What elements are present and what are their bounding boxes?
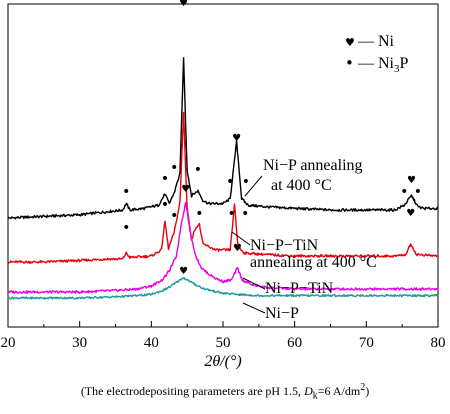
annotation-label2-line-1: Ni−P−TiN [250,237,319,254]
caption-sup: 2 [360,382,366,393]
series-line-4 [7,277,439,300]
ni3p-peak-marker: • [242,174,250,190]
ni3p-peak-marker: • [122,184,130,200]
legend-suffix: P [400,55,409,72]
x-tick-label-50: 50 [216,335,231,351]
series-line-2 [7,111,439,264]
ni3p-peak-marker: • [241,206,249,222]
ni3p-peak-marker: • [414,184,422,200]
series-line-3 [7,201,439,294]
ni-peak-marker: ♥ [232,133,241,144]
legend-entry-label: — Ni3P [357,55,409,75]
peak-markers: •••♥••♥••♥•••• • • • ♥♥♥♥ [122,0,422,277]
annotation-label2-line-2: annealing at 400 °C [250,254,377,271]
legend-dash: — [357,33,378,50]
caption-dk: D [304,384,313,398]
plot-frame [7,3,439,328]
ni3p-peak-marker: • [122,220,130,236]
ni3p-peak-marker: • [226,174,234,190]
ni3p-peak-marker: • [194,162,202,178]
legend-dash: — [357,55,378,72]
x-axis-tick-labels: 20 30 40 50 60 70 80 [1,335,446,351]
ni3p-peak-marker: • [161,197,169,213]
ni-peak-marker: ♥ [179,266,188,277]
ni-peak-marker: ♥ [181,184,190,195]
ni3p-peak-marker: • [195,206,203,222]
caption-mid: =6 A/dm [317,384,361,398]
legend-subscript: 3 [394,63,400,75]
caption-prefix: (The electrodepositing parameters are pH… [80,384,305,398]
legend-label: Ni [378,55,395,72]
caption-suffix: ) [365,384,370,398]
annotation-label3-line-1: Ni−P−TiN [265,280,334,297]
ni3p-peak-marker: • [170,208,178,224]
series-lines [7,57,439,300]
x-axis-ticks [7,321,439,327]
x-tick-label-40: 40 [144,335,159,351]
legend: ♥ — Ni• — Ni3P [345,33,409,75]
ni-peak-marker: ♥ [179,0,188,9]
x-axis-label: 2θ/(°) [204,353,241,370]
annotation-label1-line-1: Ni−P annealing [263,157,363,174]
ni-peak-marker: ♥ [406,208,415,219]
x-tick-label-70: 70 [359,335,374,351]
legend-entry-label: — Ni [357,33,395,50]
figure-caption: (The electrodepositing parameters are pH… [0,382,450,401]
caption-dk-sub: k [312,390,318,402]
annotation-leader [242,277,266,290]
series-line-1 [7,57,439,220]
ni-peak-marker: ♥ [233,243,242,254]
annotation-leader [242,302,266,314]
annotation-label4-line-1: Ni−P [265,305,299,322]
xrd-chart: 20 30 40 50 60 70 80 •••♥••♥••♥•••• • • • ♥♥♥♥ Ni−… [1,0,446,370]
annotation-leader [231,231,251,246]
ni-peak-marker: ♥ [407,175,416,186]
ni3p-peak-marker: • [227,206,235,222]
legend-ni3p-symbol: • [345,54,354,72]
annotation-leader [244,175,263,197]
x-tick-label-80: 80 [431,335,446,351]
ni3p-peak-marker: • [400,184,408,200]
x-tick-label-60: 60 [287,335,302,351]
x-tick-label-30: 30 [72,335,87,351]
ni3p-peak-marker: • [170,160,178,176]
x-tick-label-20: 20 [1,335,16,351]
legend-label: Ni [378,33,395,50]
legend-ni-symbol: ♥ [345,36,355,49]
ni3p-peak-marker: • [161,171,169,187]
annotation-label1-line-2: at 400 °C [271,177,332,194]
